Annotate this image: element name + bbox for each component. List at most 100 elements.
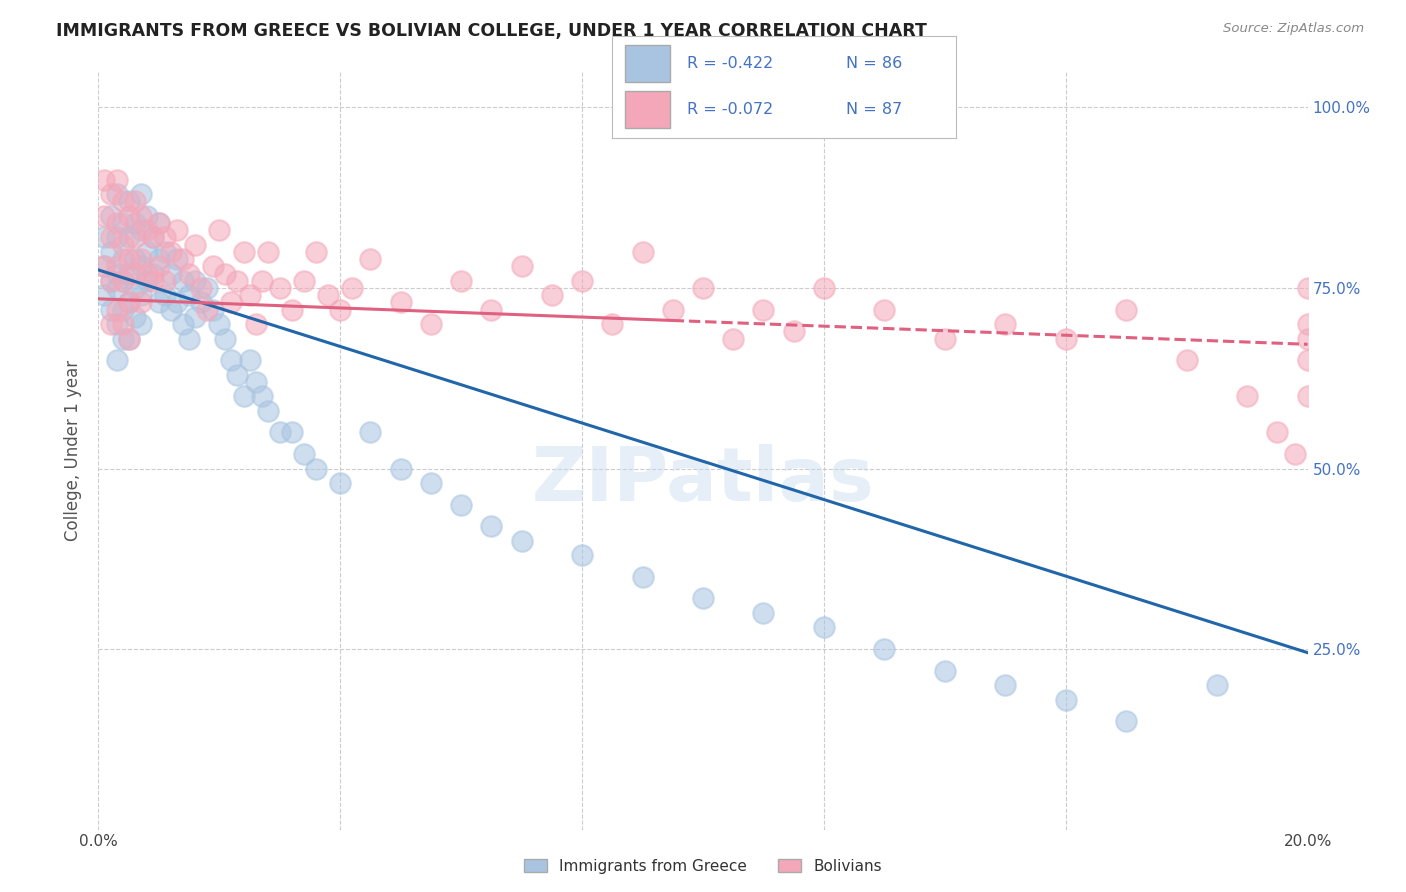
Point	[226, 274, 249, 288]
Point	[118, 295, 141, 310]
Point	[160, 267, 183, 281]
Point	[93, 172, 115, 186]
Point	[100, 230, 122, 244]
Point	[93, 230, 115, 244]
Point	[100, 274, 122, 288]
Point	[281, 425, 304, 440]
Point	[481, 302, 503, 317]
Point	[153, 274, 176, 288]
Point	[1296, 281, 1319, 295]
Point	[281, 302, 304, 317]
Point	[142, 230, 165, 244]
Point	[1284, 447, 1306, 461]
Point	[135, 209, 157, 223]
Point	[160, 302, 183, 317]
Point	[111, 194, 134, 209]
Point	[316, 288, 339, 302]
Point	[692, 591, 714, 606]
Point	[172, 274, 194, 288]
Point	[172, 317, 194, 331]
Point	[93, 288, 115, 302]
Point	[813, 620, 835, 634]
Point	[111, 274, 134, 288]
Point	[135, 244, 157, 259]
Point	[329, 302, 352, 317]
Point	[269, 425, 291, 440]
Point	[214, 332, 236, 346]
Point	[994, 678, 1017, 692]
Point	[148, 260, 170, 274]
Point	[221, 295, 243, 310]
Point	[873, 642, 896, 657]
Point	[105, 216, 128, 230]
Point	[129, 187, 152, 202]
Point	[1296, 353, 1319, 368]
Point	[305, 244, 328, 259]
Point	[100, 317, 122, 331]
Point	[153, 244, 176, 259]
Point	[135, 267, 157, 281]
Point	[142, 230, 165, 244]
Point	[692, 281, 714, 295]
Point	[111, 216, 134, 230]
Point	[105, 260, 128, 274]
Point	[389, 295, 412, 310]
Point	[111, 237, 134, 252]
Point	[93, 209, 115, 223]
Point	[389, 461, 412, 475]
Point	[934, 332, 956, 346]
Point	[1267, 425, 1289, 440]
Point	[1206, 678, 1229, 692]
Point	[450, 274, 472, 288]
Point	[329, 475, 352, 490]
Point	[208, 317, 231, 331]
Point	[184, 274, 207, 288]
Point	[124, 267, 146, 281]
Point	[873, 302, 896, 317]
Point	[129, 209, 152, 223]
Text: R = -0.072: R = -0.072	[688, 102, 773, 117]
Point	[100, 209, 122, 223]
Point	[420, 475, 443, 490]
Point	[540, 288, 562, 302]
Point	[118, 332, 141, 346]
Point	[105, 267, 128, 281]
Point	[111, 274, 134, 288]
Point	[250, 389, 273, 403]
Text: N = 87: N = 87	[846, 102, 903, 117]
Point	[1115, 714, 1137, 729]
Point	[360, 425, 382, 440]
Point	[360, 252, 382, 266]
Point	[420, 317, 443, 331]
Point	[994, 317, 1017, 331]
Point	[631, 244, 654, 259]
Point	[1296, 317, 1319, 331]
Point	[179, 332, 201, 346]
Point	[142, 274, 165, 288]
Point	[752, 302, 775, 317]
Point	[148, 295, 170, 310]
Text: ZIPatlas: ZIPatlas	[531, 444, 875, 517]
Point	[93, 260, 115, 274]
Point	[723, 332, 745, 346]
Point	[256, 244, 278, 259]
Point	[166, 252, 188, 266]
Point	[239, 288, 262, 302]
Point	[105, 353, 128, 368]
Point	[1115, 302, 1137, 317]
Point	[118, 267, 141, 281]
Point	[111, 252, 134, 266]
Point	[142, 267, 165, 281]
Point	[111, 302, 134, 317]
Point	[135, 223, 157, 237]
Point	[172, 252, 194, 266]
Point	[148, 252, 170, 266]
Point	[148, 216, 170, 230]
Point	[179, 288, 201, 302]
Point	[105, 302, 128, 317]
Point	[166, 295, 188, 310]
Point	[105, 187, 128, 202]
Point	[124, 230, 146, 244]
Point	[118, 194, 141, 209]
Point	[129, 260, 152, 274]
